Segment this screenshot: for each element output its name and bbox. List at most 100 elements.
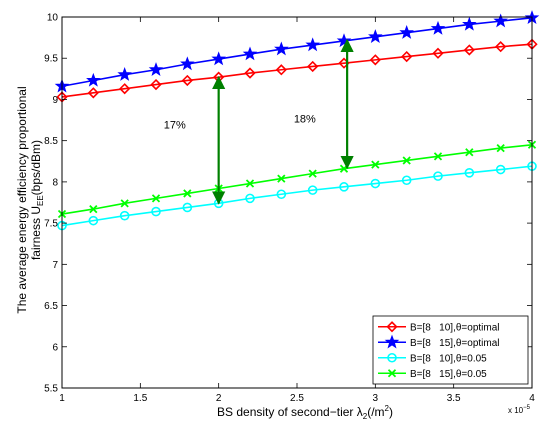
- legend-item-3: B=[8 10],θ=0.05: [378, 352, 487, 364]
- data-point: [86, 72, 101, 87]
- x-tick-label: 2: [216, 393, 222, 404]
- data-point: [150, 78, 162, 91]
- series-line: [61, 43, 533, 98]
- data-point: [370, 178, 381, 189]
- x-marker-stroke: [89, 204, 98, 214]
- legend-marker: [387, 369, 397, 378]
- data-point: [274, 41, 289, 56]
- y-tick-label: 8: [52, 177, 58, 188]
- x-marker-stroke: [183, 189, 192, 198]
- x-tick-label: 1: [59, 393, 65, 404]
- data-point: [245, 179, 255, 188]
- x-tick-label: 3.5: [447, 393, 461, 404]
- y-tick-label: 8.5: [44, 136, 58, 147]
- y-tick-label: 10: [47, 13, 59, 24]
- data-point: [430, 20, 446, 35]
- legend-label: B=[8 10],θ=0.05: [410, 353, 487, 364]
- data-point: [339, 182, 349, 192]
- annotation-2: 18%: [294, 38, 354, 170]
- x-tick-label: 1.5: [133, 393, 147, 404]
- data-point: [148, 62, 164, 76]
- series-line: [61, 143, 533, 215]
- legend-marker: [386, 321, 398, 333]
- x-tick-label: 3: [373, 393, 379, 404]
- legend-label: B=[8 15],θ=0.05: [410, 369, 487, 380]
- x-marker-stroke: [277, 174, 286, 183]
- data-point: [119, 210, 130, 221]
- series-line: [61, 165, 533, 227]
- data-point: [307, 185, 318, 195]
- data-point: [180, 56, 195, 71]
- data-point: [433, 171, 443, 181]
- x-marker-stroke: [245, 179, 255, 188]
- data-point: [120, 199, 129, 208]
- y-tick-label: 9.5: [44, 54, 58, 65]
- data-point: [369, 54, 381, 66]
- annotation-label: 18%: [294, 114, 316, 126]
- x-marker-stroke: [371, 160, 380, 169]
- legend-item-2: B=[8 15],θ=optimal: [378, 334, 500, 349]
- x-marker-stroke: [402, 156, 411, 165]
- annotation-layer: 17% 18%: [164, 38, 354, 205]
- data-point: [242, 46, 258, 61]
- legend-item-1: B=[8 10],θ=optimal: [378, 321, 500, 333]
- legend-marker: [387, 352, 397, 363]
- y-axis-label-line1: The average energy efficiency proportion…: [15, 86, 29, 313]
- x-marker-stroke: [433, 152, 443, 161]
- y-axis-label-line2: fairness UEE(bps/dBm): [29, 140, 45, 260]
- data-point: [463, 44, 475, 56]
- data-point: [88, 215, 99, 226]
- data-point: [117, 67, 132, 81]
- legend-marker: [384, 334, 400, 349]
- y-tick-label: 9: [52, 95, 58, 106]
- ticks-layer: 1 1.5 2 2.5 3 3.5 4 5.5 6 6.5 7 7.5 8 8.5 9 9.5 10: [44, 13, 535, 405]
- x-tick-label: 2.5: [290, 393, 304, 404]
- data-point: [495, 41, 507, 53]
- legend: B=[8 10],θ=optimal B=[8 15],θ=optimal B=[8…: [372, 315, 529, 385]
- data-point: [181, 74, 193, 87]
- data-point: [465, 148, 474, 157]
- data-point: [277, 174, 286, 183]
- data-point: [462, 16, 477, 31]
- data-point: [432, 47, 444, 59]
- x-marker-stroke: [120, 199, 129, 208]
- series-line: [61, 17, 533, 88]
- data-point: [211, 51, 226, 66]
- data-point: [496, 143, 505, 153]
- y-tick-label: 5.5: [44, 384, 58, 395]
- data-point: [401, 50, 413, 63]
- annotation-1: 17%: [164, 75, 226, 205]
- y-tick-label: 6.5: [44, 301, 58, 312]
- data-point: [402, 156, 411, 165]
- x-tick-label: 4: [529, 393, 535, 404]
- data-point: [371, 160, 380, 169]
- data-point: [401, 175, 412, 186]
- data-point: [87, 87, 99, 99]
- x-marker-stroke: [496, 143, 505, 153]
- data-point: [182, 202, 193, 213]
- y-axis-label: The average energy efficiency proportion…: [15, 86, 45, 313]
- data-point: [493, 13, 508, 28]
- data-point: [308, 169, 317, 178]
- data-point: [151, 194, 161, 203]
- data-point: [89, 204, 98, 214]
- data-point: [307, 60, 319, 73]
- data-point: [305, 37, 320, 52]
- data-point: [276, 189, 287, 200]
- data-point: [151, 206, 161, 217]
- data-point: [399, 24, 414, 39]
- x-axis-label: BS density of second−tier λ2(/m2): [217, 404, 393, 421]
- legend-item-4: B=[8 15],θ=0.05: [378, 369, 487, 380]
- data-point: [495, 164, 506, 175]
- x-marker-stroke: [387, 369, 397, 378]
- data-point: [245, 193, 255, 204]
- data-point: [464, 168, 475, 178]
- y-tick-label: 7.5: [44, 219, 58, 230]
- y-tick-label: 7: [52, 260, 58, 271]
- x-marker-stroke: [308, 169, 317, 178]
- data-point: [183, 189, 192, 198]
- data-point: [368, 29, 383, 43]
- legend-label: B=[8 10],θ=optimal: [410, 322, 500, 333]
- data-point: [244, 67, 256, 79]
